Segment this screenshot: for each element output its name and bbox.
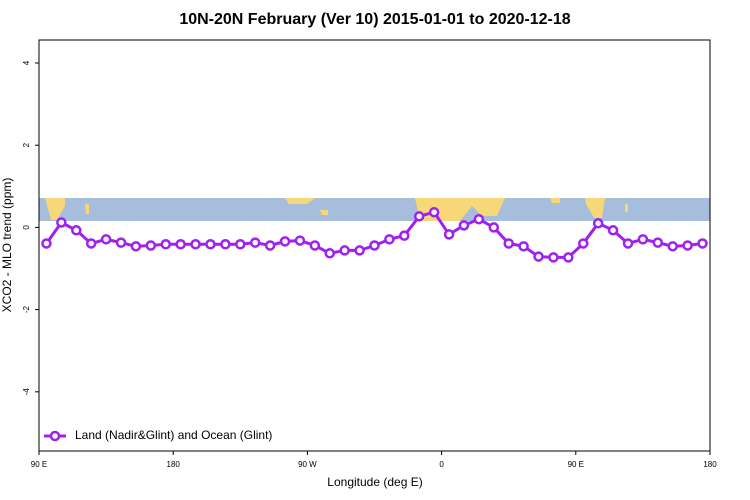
x-tick-label: 180 bbox=[167, 460, 181, 469]
data-point bbox=[369, 240, 380, 251]
data-point bbox=[697, 238, 708, 249]
data-point bbox=[384, 234, 395, 245]
data-point bbox=[622, 238, 634, 249]
x-tick-label: 0 bbox=[439, 460, 444, 469]
data-point bbox=[578, 238, 589, 249]
data-point bbox=[160, 239, 171, 250]
data-point bbox=[41, 238, 52, 249]
data-point bbox=[592, 218, 604, 229]
data-point bbox=[428, 206, 440, 218]
data-point bbox=[339, 245, 350, 256]
x-tick-label: 90 E bbox=[568, 460, 584, 469]
data-point bbox=[190, 239, 201, 250]
data-point bbox=[563, 252, 574, 263]
data-point bbox=[115, 237, 127, 248]
legend-marker bbox=[49, 430, 61, 442]
data-point bbox=[130, 241, 142, 252]
y-axis-label: XCO2 - MLO trend (ppm) bbox=[0, 178, 14, 313]
data-point bbox=[249, 237, 261, 248]
data-point bbox=[518, 241, 529, 252]
data-point bbox=[71, 225, 82, 236]
data-point bbox=[235, 239, 246, 250]
data-point bbox=[100, 234, 112, 245]
x-tick-label: 90 E bbox=[31, 460, 47, 469]
data-point bbox=[56, 217, 67, 228]
data-point bbox=[264, 240, 276, 251]
map-strip bbox=[39, 198, 710, 221]
data-point bbox=[533, 251, 544, 262]
data-point bbox=[503, 238, 514, 249]
data-point bbox=[294, 235, 306, 246]
data-point bbox=[413, 211, 425, 222]
x-tick-label: 90 W bbox=[298, 460, 317, 469]
data-point bbox=[354, 245, 365, 256]
data-point bbox=[607, 225, 619, 236]
y-tick-label: 4 bbox=[22, 60, 31, 65]
data-point bbox=[309, 240, 321, 251]
plot-frame bbox=[38, 39, 711, 452]
data-point bbox=[458, 220, 470, 231]
legend-label: Land (Nadir&Glint) and Ocean (Glint) bbox=[75, 428, 272, 442]
x-axis-label: Longitude (deg E) bbox=[327, 475, 422, 489]
data-point bbox=[324, 248, 336, 259]
y-tick-label: 0 bbox=[22, 225, 31, 230]
data-point bbox=[667, 241, 678, 252]
y-tick-label: -2 bbox=[22, 306, 31, 314]
data-point bbox=[548, 252, 559, 263]
data-point bbox=[220, 239, 231, 250]
data-point bbox=[205, 239, 216, 250]
data-point bbox=[85, 238, 97, 249]
y-tick-label: 2 bbox=[22, 142, 31, 147]
x-tick-label: 180 bbox=[703, 460, 717, 469]
data-point bbox=[399, 230, 410, 241]
data-point bbox=[473, 213, 485, 225]
data-point bbox=[652, 237, 664, 248]
data-point bbox=[682, 240, 693, 251]
data-point bbox=[175, 239, 186, 250]
chart-title: 10N-20N February (Ver 10) 2015-01-01 to … bbox=[179, 11, 570, 28]
data-point bbox=[279, 236, 291, 247]
data-point bbox=[145, 240, 157, 251]
data-point bbox=[443, 229, 455, 240]
data-point bbox=[488, 222, 500, 233]
y-tick-label: -4 bbox=[22, 388, 31, 396]
data-point bbox=[637, 234, 649, 245]
